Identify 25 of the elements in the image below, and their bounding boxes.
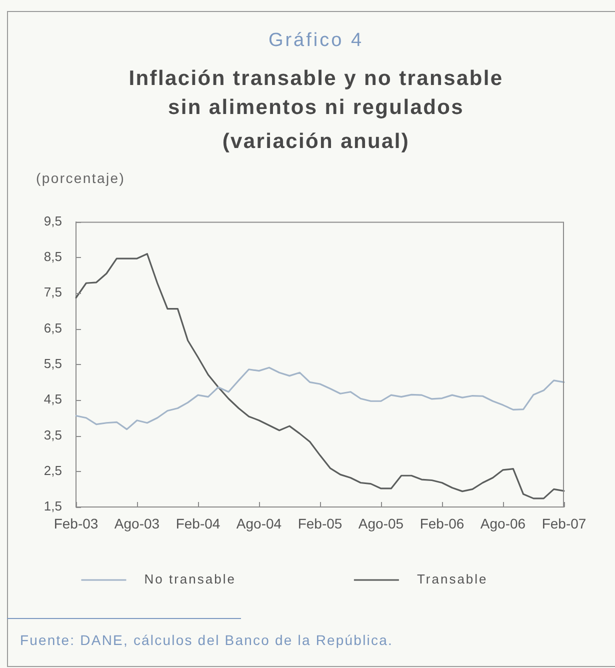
- x-tick-label: Feb-06: [420, 515, 464, 532]
- chart-title: Inflación transable y no transable sin alimentos ni regulados: [128, 66, 504, 121]
- y-tick-label: 2,5: [44, 462, 62, 478]
- y-tick-label: 7,5: [44, 284, 62, 300]
- x-tick-label: Feb-07: [542, 515, 586, 532]
- text: Gráfico 4: [267, 30, 365, 52]
- x-tick-label: Feb-04: [176, 515, 220, 532]
- x-tick-label: Ago-04: [236, 515, 282, 532]
- chart-subtitle: (variación anual): [221, 130, 411, 154]
- y-tick-label: 1,5: [44, 498, 62, 514]
- legend-label: Transable: [416, 572, 488, 587]
- y-tick-label: 8,5: [44, 249, 62, 264]
- source-note: Fuente: DANE, cálculos del Banco de la República.: [20, 632, 393, 648]
- x-tick-label: Ago-06: [480, 515, 526, 532]
- x-tick-label: Feb-05: [298, 515, 342, 532]
- y-tick-label: 4,5: [44, 392, 62, 407]
- y-tick-label: 6,5: [44, 320, 62, 336]
- y-tick-label: 5,5: [44, 356, 62, 371]
- y-axis-title: (porcentaje): [36, 170, 126, 186]
- legend-label: No transable: [144, 572, 236, 587]
- y-tick-label: 3,5: [44, 427, 62, 442]
- x-tick-label: Ago-03: [114, 515, 160, 532]
- x-tick-label: Ago-05: [358, 515, 404, 532]
- y-tick-label: 9,5: [44, 213, 62, 228]
- x-tick-label: Feb-03: [54, 515, 98, 532]
